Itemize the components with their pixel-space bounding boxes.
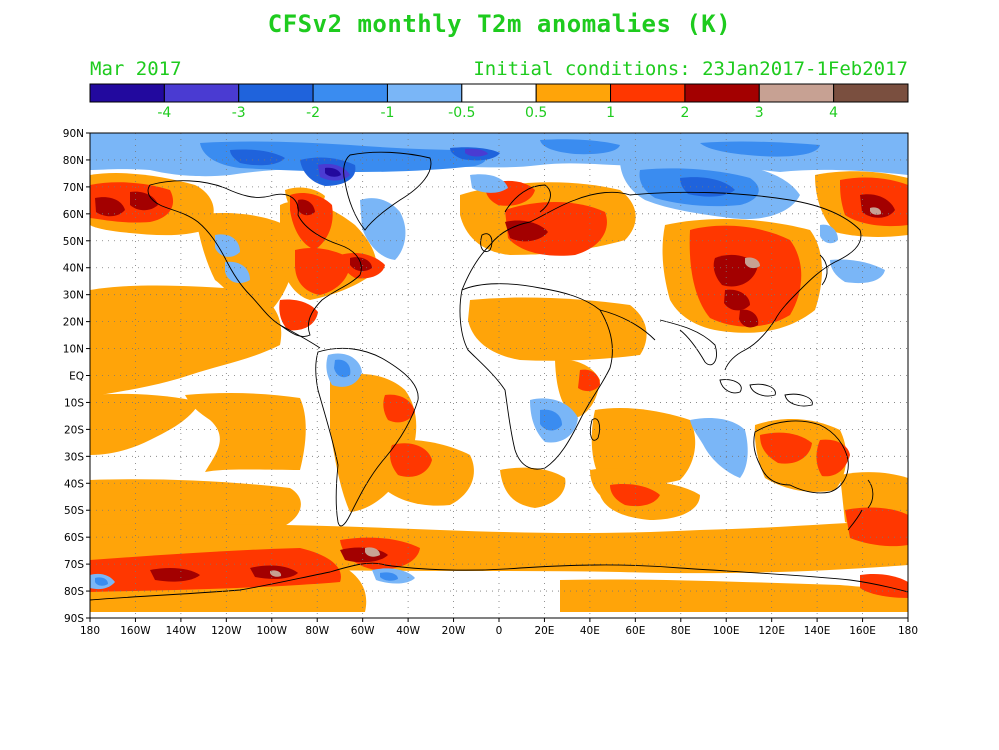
latitude-labels: 90N 80N 70N 60N 50N 40N 30N 20N 10N EQ 10S 20S 30S 40…	[63, 128, 85, 625]
lon-label: 40E	[580, 625, 600, 637]
lon-label: 0	[496, 625, 503, 637]
lon-label: 180	[80, 625, 100, 637]
colorbar-tick-label: 3	[755, 105, 764, 121]
colorbar-swatch	[535, 83, 612, 103]
lat-label: 80N	[63, 155, 84, 167]
colorbar-tick-label: -4	[157, 105, 171, 121]
lon-label: 140E	[804, 625, 831, 637]
lat-label: 20S	[64, 424, 84, 436]
lat-label: 60S	[64, 532, 84, 544]
lon-label: 180	[898, 625, 918, 637]
lat-label: 30S	[64, 451, 84, 463]
lat-label: 30N	[63, 290, 84, 302]
colorbar-tick-label: -1	[380, 105, 394, 121]
lat-label: 10S	[64, 397, 84, 409]
lat-label: 50S	[64, 505, 84, 517]
lon-label: 100W	[257, 625, 288, 637]
anomaly-cold-extreme	[325, 167, 341, 177]
lon-label: 120E	[758, 625, 785, 637]
lat-label: EQ	[69, 371, 84, 383]
axis-ticks	[86, 132, 909, 622]
colorbar-tick-label: 1	[606, 105, 615, 121]
colorbar-swatch	[89, 83, 165, 103]
lon-label: 140W	[166, 625, 197, 637]
colorbar-tick-label: 2	[680, 105, 689, 121]
map-plot	[90, 133, 908, 618]
lon-label: 80E	[671, 625, 691, 637]
colorbar-swatch	[833, 83, 909, 103]
lat-label: 20N	[63, 317, 84, 329]
lat-label: 50N	[63, 236, 84, 248]
lat-label: 90S	[64, 613, 84, 625]
lon-label: 160W	[120, 625, 151, 637]
lon-label: 160E	[849, 625, 876, 637]
colorbar-swatch	[163, 83, 240, 103]
colorbar-swatch	[461, 83, 537, 103]
colorbar-tick-label: 4	[829, 105, 838, 121]
colorbar-tick-label: -3	[232, 105, 246, 121]
colorbar	[89, 83, 909, 103]
colorbar-tick-label: 0.5	[525, 105, 547, 121]
lon-label: 40W	[396, 625, 420, 637]
longitude-labels: 180 160W 140W 120W 100W 80W 60W 40W 20W 0 20E 40E 60…	[80, 625, 918, 637]
lat-label: 70S	[64, 559, 84, 571]
lon-label: 100E	[713, 625, 740, 637]
lat-label: 40S	[64, 478, 84, 490]
lon-label: 60E	[625, 625, 645, 637]
anomaly-warm-3-4	[270, 207, 882, 577]
lat-label: 90N	[63, 128, 84, 140]
colorbar-swatch	[610, 83, 686, 103]
forecast-month: Mar 2017	[90, 58, 182, 80]
colorbar-swatch	[386, 83, 463, 103]
lon-label: 120W	[211, 625, 242, 637]
coastlines	[90, 151, 908, 601]
lat-label: 60N	[63, 209, 84, 221]
lon-label: 20W	[442, 625, 466, 637]
lon-label: 60W	[351, 625, 375, 637]
lon-label: 20E	[534, 625, 554, 637]
lat-label: 80S	[64, 586, 84, 598]
colorbar-swatch	[684, 83, 760, 103]
colorbar-swatch	[238, 83, 314, 103]
lon-label: 80W	[305, 625, 329, 637]
colorbar-swatch	[312, 83, 388, 103]
lat-label: 40N	[63, 263, 84, 275]
lat-label: 10N	[63, 344, 84, 356]
initial-conditions: Initial conditions: 23Jan2017-1Feb2017	[473, 58, 908, 80]
colorbar-labels: -4 -3 -2 -1 -0.5 0.5 1 2 3 4	[157, 105, 838, 121]
colorbar-tick-label: -0.5	[448, 105, 475, 121]
colorbar-tick-label: -2	[306, 105, 320, 121]
map-title: CFSv2 monthly T2m anomalies (K)	[267, 10, 732, 38]
lat-label: 70N	[63, 182, 84, 194]
colorbar-swatch	[758, 83, 835, 103]
graticule	[90, 133, 908, 618]
